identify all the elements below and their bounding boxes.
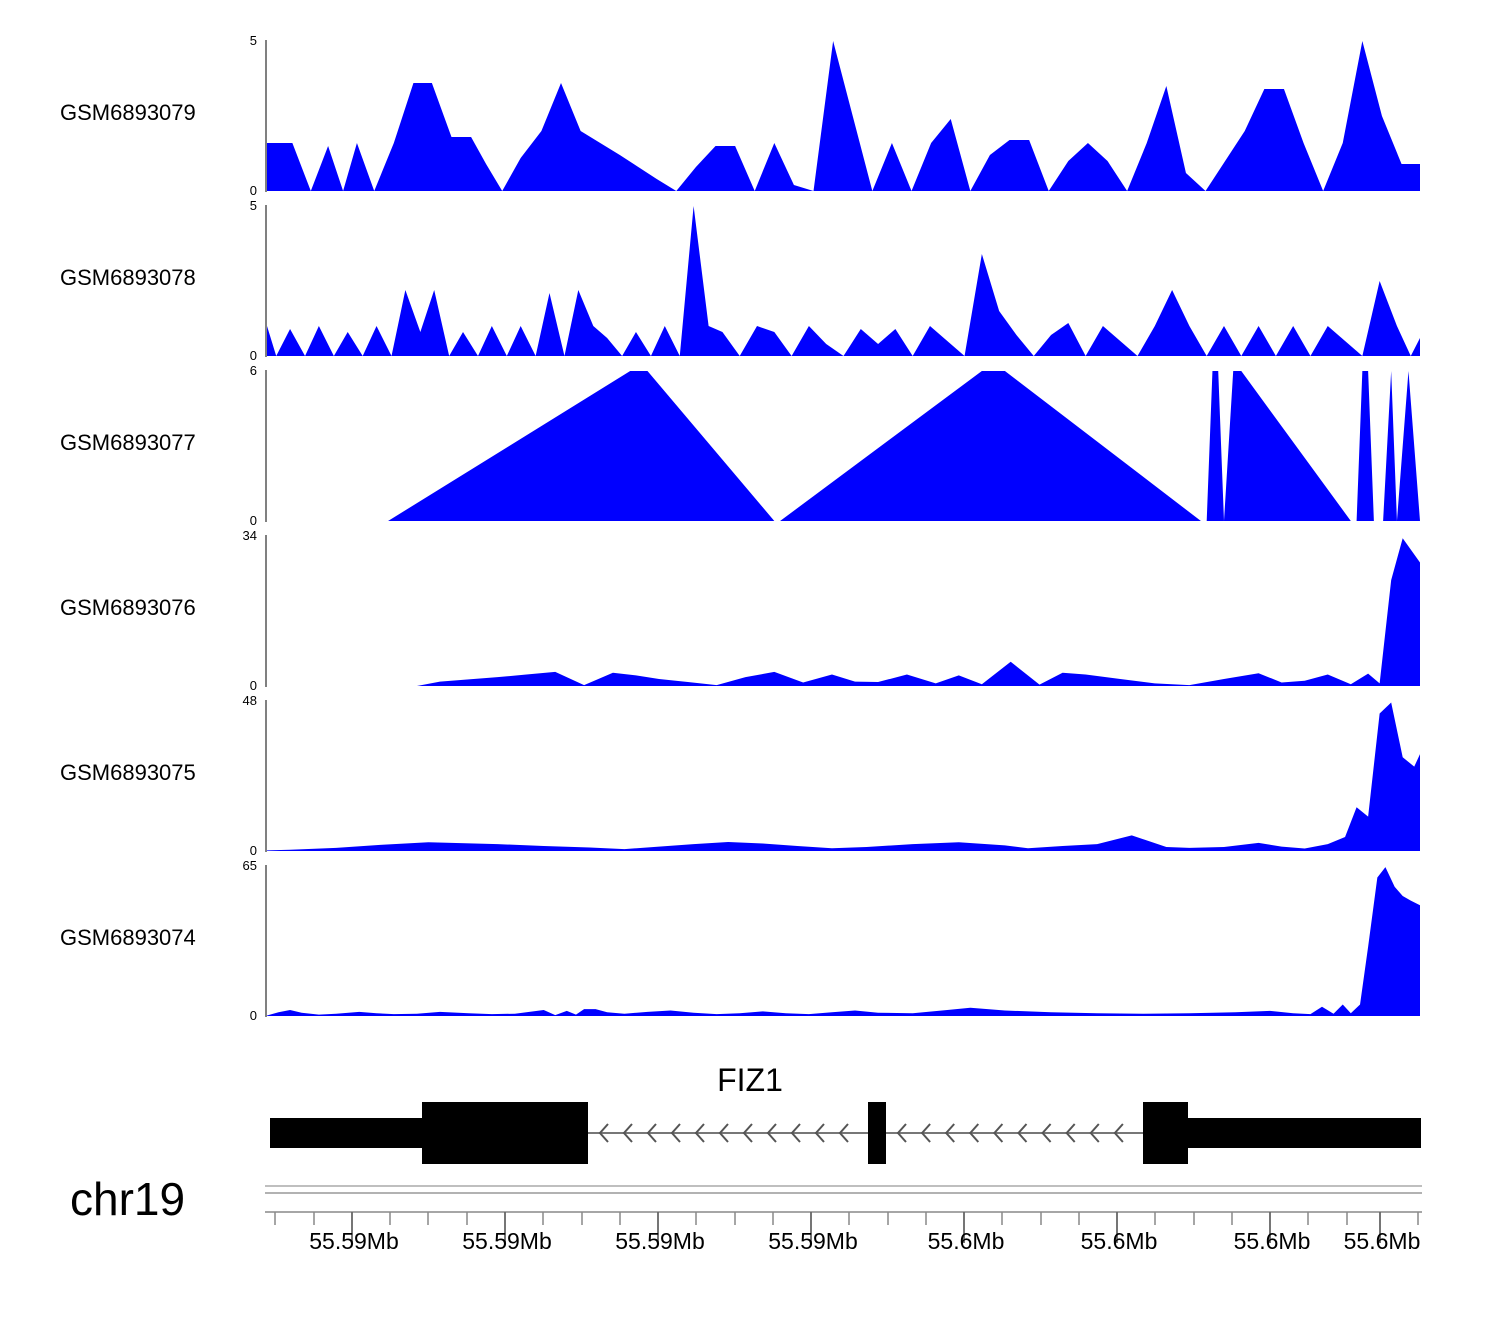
strand-arrow-left-icon (993, 1123, 1004, 1143)
axis-tick-label: 55.6Mb (927, 1228, 1005, 1254)
genomic-axis-panel (0, 1185, 1500, 1305)
axis-tick-label: 55.59Mb (309, 1228, 399, 1254)
axis-min-label: 0 (249, 348, 257, 363)
strand-arrow-left-icon (814, 1123, 825, 1143)
coverage-area (267, 41, 1420, 191)
coverage-svg (265, 535, 1420, 687)
coverage-area (267, 538, 1420, 686)
track-label-GSM6893077: GSM6893077 (60, 430, 196, 455)
strand-arrow-left-icon (1017, 1123, 1028, 1143)
coverage-svg (265, 205, 1420, 357)
axis-tick-label: 55.59Mb (462, 1228, 552, 1254)
strand-arrow-left-icon (670, 1123, 681, 1143)
strand-arrow-left-icon (1065, 1123, 1076, 1143)
strand-arrow-left-icon (1041, 1123, 1052, 1143)
strand-arrow-left-icon (622, 1123, 633, 1143)
coverage-svg (265, 40, 1420, 192)
coverage-track[interactable]: GSM6893076 34 0 (0, 528, 1500, 693)
strand-arrow-left-icon (646, 1123, 657, 1143)
coverage-area (267, 371, 1420, 521)
track-label-GSM6893079: GSM6893079 (60, 100, 196, 125)
coverage-svg (265, 370, 1420, 522)
coverage-track[interactable]: GSM6893074 65 0 (0, 858, 1500, 1023)
coverage-svg (265, 865, 1420, 1017)
axis-max-label: 48 (242, 693, 257, 708)
coverage-area-plot[interactable] (265, 865, 1422, 1017)
gene-model-panel[interactable] (0, 1055, 1500, 1195)
strand-arrow-left-icon (1089, 1123, 1100, 1143)
axis-min-label: 0 (249, 843, 257, 858)
genomic-axis-svg (265, 1192, 1422, 1243)
coverage-area-plot[interactable] (265, 535, 1422, 687)
exon-cds-box[interactable] (422, 1102, 588, 1164)
axis-max-label: 5 (249, 33, 257, 48)
coverage-area (267, 867, 1420, 1016)
axis-min-label: 0 (249, 678, 257, 693)
gene-model-svg (265, 1102, 1422, 1187)
coverage-area-plot[interactable] (265, 40, 1422, 192)
strand-arrow-left-icon (718, 1123, 729, 1143)
axis-tick-label: 55.6Mb (1080, 1228, 1158, 1254)
axis-min-label: 0 (249, 183, 257, 198)
strand-arrow-left-icon (742, 1123, 753, 1143)
strand-arrow-left-icon (838, 1123, 849, 1143)
coverage-track[interactable]: GSM6893077 6 0 (0, 363, 1500, 528)
coverage-area-plot[interactable] (265, 205, 1422, 357)
coverage-area (267, 702, 1420, 851)
exon-utr-box[interactable] (270, 1118, 422, 1148)
strand-arrow-left-icon (920, 1123, 931, 1143)
coverage-track[interactable]: GSM6893075 48 0 (0, 693, 1500, 858)
axis-min-label: 0 (249, 513, 257, 528)
coverage-area (267, 206, 1420, 356)
coverage-svg (265, 700, 1420, 852)
coverage-track[interactable]: GSM6893078 5 0 (0, 198, 1500, 363)
coverage-track[interactable]: GSM6893079 5 0 (0, 33, 1500, 198)
strand-arrow-left-icon (790, 1123, 801, 1143)
strand-arrow-left-icon (896, 1123, 907, 1143)
gene-name-label: FIZ1 (717, 1062, 783, 1098)
strand-arrow-left-icon (944, 1123, 955, 1143)
chromosome-label: chr19 (70, 1173, 186, 1225)
exon-utr-box[interactable] (1188, 1118, 1421, 1148)
strand-arrow-left-icon (968, 1123, 980, 1143)
track-label-GSM6893074: GSM6893074 (60, 925, 196, 950)
coverage-area-plot[interactable] (265, 700, 1422, 852)
axis-tick-label: 55.59Mb (768, 1228, 858, 1254)
exon-cds-box[interactable] (1143, 1102, 1188, 1164)
track-label-GSM6893075: GSM6893075 (60, 760, 196, 785)
strand-arrow-left-icon (766, 1123, 777, 1143)
axis-tick-label: 55.59Mb (615, 1228, 705, 1254)
strand-arrow-left-icon (1113, 1123, 1124, 1143)
axis-max-label: 5 (249, 198, 257, 213)
axis-max-label: 65 (242, 858, 257, 873)
axis-max-label: 34 (242, 528, 257, 543)
axis-max-label: 6 (249, 363, 257, 378)
strand-arrow-left-icon (694, 1123, 705, 1143)
track-label-GSM6893078: GSM6893078 (60, 265, 196, 290)
axis-tick-label: 55.6Mb (1343, 1228, 1421, 1254)
axis-tick-label: 55.6Mb (1233, 1228, 1311, 1254)
track-label-GSM6893076: GSM6893076 (60, 595, 196, 620)
coverage-area-plot[interactable] (265, 370, 1422, 522)
exon-cds-box[interactable] (868, 1102, 886, 1164)
strand-arrow-left-icon (598, 1123, 609, 1143)
axis-min-label: 0 (249, 1008, 257, 1023)
